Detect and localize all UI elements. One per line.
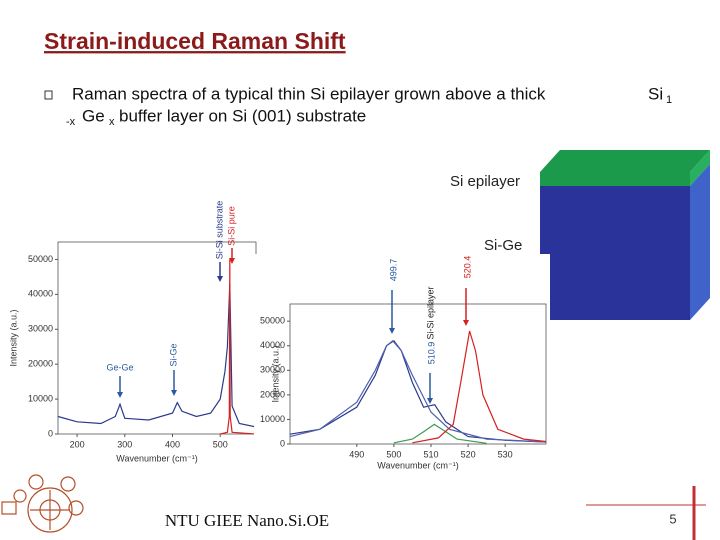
bullet-text: buffer layer on Si (001) substrate (119, 106, 366, 125)
sige-side (690, 164, 710, 320)
y-tick-label: 40000 (28, 289, 53, 299)
y-tick-label: 50000 (28, 254, 53, 264)
spectrum-line (289, 339, 547, 443)
layer-label: Si-Ge (484, 237, 522, 254)
y-tick-label: 30000 (260, 365, 285, 375)
page-number: 5 (669, 511, 676, 526)
arrow-head (427, 398, 433, 404)
spectrum-line (289, 339, 547, 443)
arrow-head (171, 390, 177, 396)
logo (1, 474, 84, 533)
annotation: Si-Si pure (226, 206, 236, 246)
x-tick-label: 500 (213, 439, 228, 449)
arrow-head (389, 328, 395, 334)
y-axis-label: Intensity (a.u.) (8, 309, 18, 366)
plot-frame (289, 303, 547, 445)
arrow-head (229, 258, 235, 264)
spectrum-line (393, 423, 487, 444)
bullet-subscript: x (109, 116, 115, 128)
arrow-head (217, 276, 223, 282)
bullet-subscript: 1 (666, 94, 672, 106)
x-tick-label: 530 (498, 449, 513, 459)
y-tick-label: 0 (280, 438, 285, 448)
epilayer-front (540, 172, 690, 186)
chart: 0 10000 20000 30000 40000 50000 200 300 400 500 Wa… (8, 201, 257, 463)
y-tick-label: 40000 (260, 340, 285, 350)
arrow-head (463, 320, 469, 326)
y-tick-label: 20000 (260, 389, 285, 399)
epilayer-top (540, 150, 710, 172)
slide-title: Strain-induced Raman Shift (44, 28, 346, 54)
y-tick-label: 0 (48, 428, 53, 438)
x-axis-label: Wavenumber (cm⁻¹) (377, 460, 458, 470)
bullet-subscript: -x (66, 116, 76, 128)
bullet-text: Ge (82, 106, 105, 125)
x-tick-label: 200 (70, 439, 85, 449)
chart: 0 10000 20000 30000 40000 50000 490 500 510 520 53… (254, 254, 550, 474)
y-tick-label: 10000 (28, 393, 53, 403)
plot-frame (57, 241, 257, 435)
footer: NTU GIEE Nano.Si.OE (165, 511, 329, 530)
x-tick-label: 510 (423, 449, 438, 459)
annotation: 520.4 (462, 256, 472, 279)
y-tick-label: 20000 (28, 359, 53, 369)
x-axis-label: Wavenumber (cm⁻¹) (116, 453, 197, 463)
bullet-marker (44, 90, 53, 100)
bullet-text: Si (648, 84, 663, 103)
annotation: Si-Ge (168, 343, 178, 366)
y-tick-label: 50000 (260, 316, 285, 326)
sige-front (540, 186, 690, 320)
x-tick-label: 490 (349, 449, 364, 459)
y-tick-label: 10000 (260, 414, 285, 424)
y-axis-label: Intensity (a.u.) (270, 345, 280, 402)
x-tick-label: 300 (117, 439, 132, 449)
plot-background (254, 254, 550, 474)
y-tick-label: 30000 (28, 324, 53, 334)
annotation: 499.7 (388, 259, 398, 282)
arrow-head (117, 392, 123, 398)
annotation: Si-Si epilayer (425, 286, 435, 339)
spectrum-line (220, 259, 257, 435)
bullet-text: Raman spectra of a typical thin Si epila… (72, 84, 546, 103)
annotation: Ge-Ge (106, 362, 133, 372)
x-tick-label: 400 (165, 439, 180, 449)
spectrum-line (57, 283, 257, 428)
layer-label: Si epilayer (450, 173, 520, 190)
annotation: Si-Si substrate (214, 201, 224, 260)
spectrum-line (412, 330, 547, 444)
x-tick-label: 500 (386, 449, 401, 459)
x-tick-label: 520 (461, 449, 476, 459)
annotation: 510.9 (426, 342, 436, 365)
epilayer-side (690, 150, 710, 186)
